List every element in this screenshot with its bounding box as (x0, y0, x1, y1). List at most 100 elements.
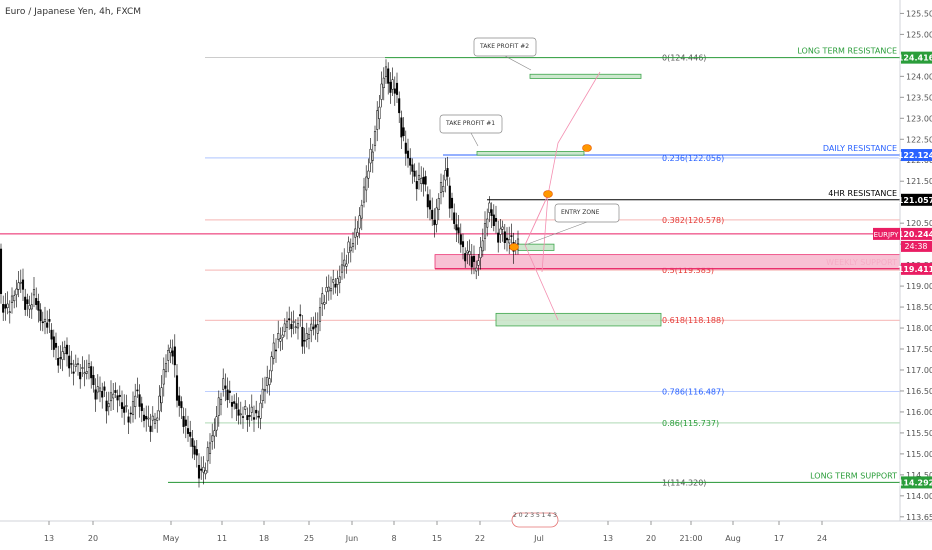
candle-body (290, 323, 293, 329)
fib-label: 0.382(120.578) (662, 216, 724, 225)
price-tag (901, 51, 932, 64)
bottom-badge-label: 2 0 2 3 5 1 4 3 (513, 512, 557, 519)
candle-body (325, 287, 328, 293)
candle-body (409, 158, 412, 166)
candle-body (497, 232, 500, 243)
price-tag-label: 124.416 (898, 54, 932, 63)
x-tick-label: Jun (345, 534, 359, 543)
candle-body (490, 209, 493, 216)
candle-body (316, 324, 319, 334)
y-tick-label: 114.500 (906, 471, 932, 480)
candle-body (274, 349, 278, 352)
y-tick-label: 118.000 (906, 324, 932, 333)
candle-body (169, 347, 172, 353)
candle-body (461, 241, 465, 248)
y-tick-label: 123.500 (906, 93, 932, 102)
candle-body (266, 377, 269, 386)
candle-body (195, 449, 198, 456)
candle-body (281, 334, 284, 338)
candle-body (79, 372, 82, 380)
candle-body (314, 324, 317, 328)
price-tag-label: 122.124 (898, 151, 932, 160)
candle-body (395, 82, 399, 95)
candle-body (219, 399, 223, 405)
candle-body (156, 417, 159, 421)
candle-body (380, 83, 383, 100)
candle-body (384, 66, 388, 77)
price-tag-label: 120.244 (898, 230, 932, 239)
candle-body (50, 329, 53, 340)
candle-body (105, 400, 108, 412)
callout-leader (470, 132, 479, 147)
countdown-tag (901, 240, 932, 252)
candle-body (151, 415, 154, 421)
candle-body (90, 366, 93, 379)
candle-body (147, 417, 150, 420)
price-tag-label: 114.292 (898, 478, 932, 487)
x-tick-label: 17 (774, 534, 784, 543)
candle-body (510, 235, 513, 237)
candle-body (481, 240, 484, 252)
y-tick-label: 116.000 (906, 408, 932, 417)
candle-body (417, 174, 421, 180)
x-tick-label: 20 (646, 534, 656, 543)
candle-body (492, 214, 495, 227)
candle-body (30, 304, 33, 310)
x-tick-label: Jul (533, 534, 544, 543)
candle-body (26, 299, 29, 305)
candle-body (261, 388, 264, 401)
candle-body (329, 288, 333, 292)
candle-body (123, 406, 126, 413)
candle-body (270, 356, 273, 372)
candle-body (503, 231, 506, 243)
candle-body (182, 416, 185, 427)
candle-body (292, 321, 295, 323)
candle-body (171, 350, 174, 357)
candle-body (389, 81, 392, 93)
candle-body (193, 445, 196, 455)
x-tick-label: 24 (817, 534, 827, 543)
fib-label: 0.86(115.737) (662, 419, 719, 428)
candle-body (334, 283, 337, 288)
candle-body (345, 263, 348, 267)
candle-body (263, 389, 267, 392)
candle-body (239, 413, 242, 416)
y-tick-label: 117.500 (906, 345, 932, 354)
candle-body (378, 106, 381, 120)
candle-body (516, 238, 520, 245)
candle-body (149, 425, 152, 432)
candle-body (43, 318, 47, 322)
candle-body (109, 392, 113, 402)
candle-body (191, 438, 194, 447)
candle-body (404, 142, 407, 154)
candle-body (442, 186, 445, 192)
candle-body (32, 289, 36, 296)
candle-body (369, 148, 372, 164)
candle-body (338, 276, 341, 283)
target-marker (582, 144, 592, 152)
candle-body (204, 470, 207, 475)
candle-body (8, 311, 11, 313)
y-tick-label: 125.000 (906, 30, 932, 39)
callout-leader (524, 221, 588, 246)
candle-body (145, 416, 148, 420)
y-tick-label: 114.000 (906, 492, 932, 501)
x-tick-label: 15 (432, 534, 442, 543)
candle-body (186, 428, 190, 434)
candle-body (494, 218, 498, 222)
x-tick-label: 22 (475, 534, 485, 543)
y-tick-label: 115.000 (906, 450, 932, 459)
candle-body (499, 228, 502, 235)
candle-body (226, 389, 229, 401)
x-tick-label: 20 (88, 534, 98, 543)
candle-body (39, 309, 42, 322)
fib-618-zone (495, 312, 662, 327)
candle-body (382, 77, 385, 88)
bottom-badge (511, 512, 559, 528)
candle-body (94, 389, 97, 400)
callout-label: TAKE PROFIT #2 (479, 43, 529, 50)
candle-body (180, 401, 183, 409)
candle-body (406, 150, 410, 159)
y-tick-label: 116.500 (906, 387, 932, 396)
fib-label: 0.5(119.383) (662, 266, 714, 275)
